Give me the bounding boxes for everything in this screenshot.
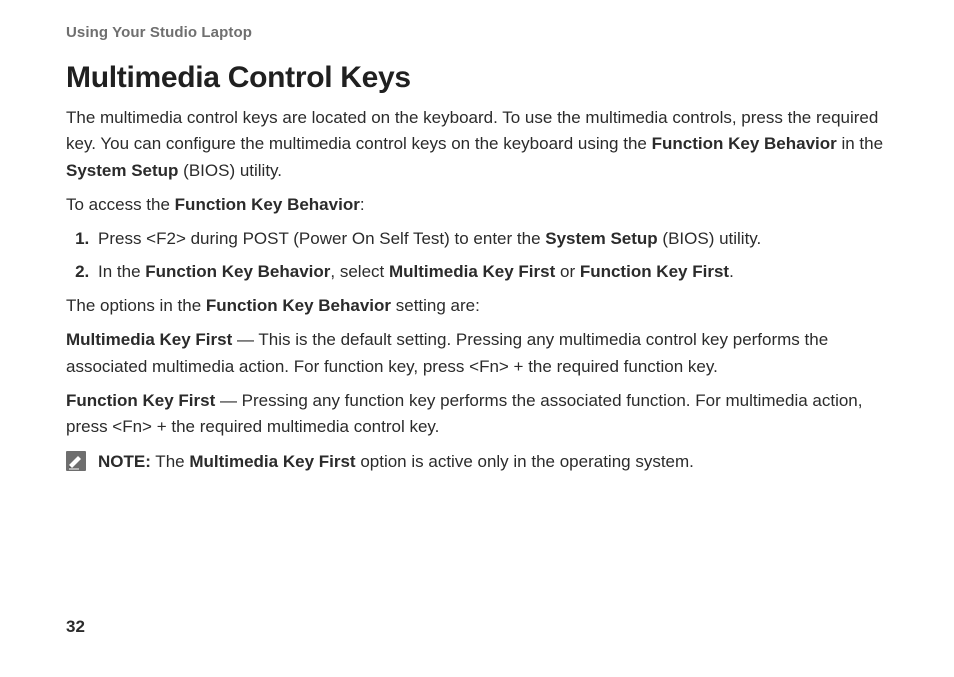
- bold-text: Function Key First: [580, 262, 729, 281]
- text: , select: [330, 262, 389, 281]
- bold-text: Function Key Behavior: [652, 134, 837, 153]
- note-text: NOTE: The Multimedia Key First option is…: [98, 449, 694, 475]
- body-content: The multimedia control keys are located …: [66, 105, 884, 475]
- text: Press <F2> during POST (Power On Self Te…: [98, 229, 545, 248]
- text: setting are:: [391, 296, 480, 315]
- bold-text: System Setup: [545, 229, 657, 248]
- text: :: [360, 195, 365, 214]
- text: In the: [98, 262, 145, 281]
- steps-list: Press <F2> during POST (Power On Self Te…: [66, 226, 884, 285]
- note-icon: [66, 451, 86, 471]
- text: or: [555, 262, 580, 281]
- text: option is active only in the operating s…: [356, 452, 694, 471]
- access-paragraph: To access the Function Key Behavior:: [66, 192, 884, 218]
- text: The options in the: [66, 296, 206, 315]
- text: .: [729, 262, 734, 281]
- text: (BIOS) utility.: [658, 229, 762, 248]
- step-item: Press <F2> during POST (Power On Self Te…: [94, 226, 884, 252]
- bold-text: Multimedia Key First: [389, 262, 555, 281]
- text: in the: [837, 134, 883, 153]
- bold-text: Multimedia Key First: [189, 452, 355, 471]
- note-label: NOTE:: [98, 452, 151, 471]
- bold-text: Function Key First: [66, 391, 215, 410]
- option-multimedia-first: Multimedia Key First — This is the defau…: [66, 327, 884, 380]
- intro-paragraph: The multimedia control keys are located …: [66, 105, 884, 184]
- option-function-first: Function Key First — Pressing any functi…: [66, 388, 884, 441]
- note-row: NOTE: The Multimedia Key First option is…: [66, 449, 884, 475]
- text: To access the: [66, 195, 175, 214]
- section-header: Using Your Studio Laptop: [66, 24, 884, 41]
- page-number: 32: [66, 617, 85, 637]
- bold-text: Multimedia Key First: [66, 330, 232, 349]
- document-page: Using Your Studio Laptop Multimedia Cont…: [0, 0, 954, 677]
- text: (BIOS) utility.: [178, 161, 282, 180]
- options-intro-paragraph: The options in the Function Key Behavior…: [66, 293, 884, 319]
- step-item: In the Function Key Behavior, select Mul…: [94, 259, 884, 285]
- bold-text: Function Key Behavior: [175, 195, 360, 214]
- page-title: Multimedia Control Keys: [66, 61, 884, 95]
- bold-text: System Setup: [66, 161, 178, 180]
- bold-text: Function Key Behavior: [145, 262, 330, 281]
- text: The: [151, 452, 189, 471]
- bold-text: Function Key Behavior: [206, 296, 391, 315]
